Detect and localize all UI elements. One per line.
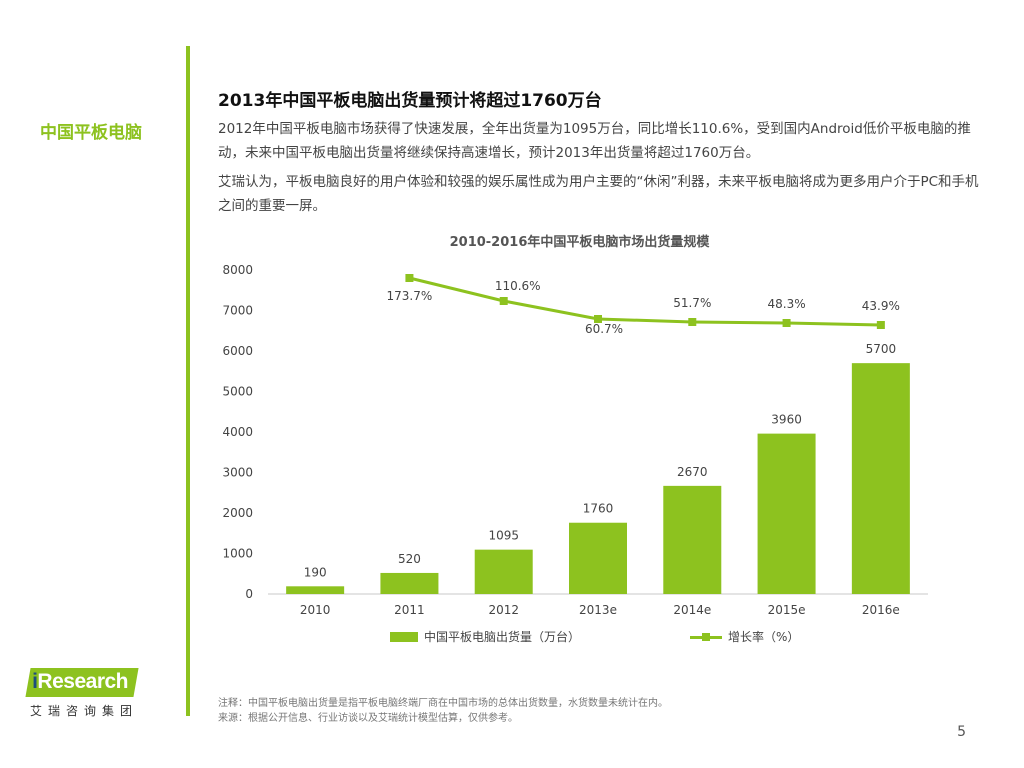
- accent-divider: [186, 46, 190, 716]
- page-number: 5: [957, 724, 966, 740]
- x-tick-label: 2016e: [862, 603, 900, 617]
- legend-item-growth: 增长率（%）: [690, 628, 799, 645]
- bar: [851, 363, 910, 594]
- y-tick-label: 7000: [222, 304, 253, 318]
- legend-line-swatch: [690, 632, 722, 642]
- x-tick-label: 2014e: [673, 603, 711, 617]
- bar: [663, 485, 722, 594]
- y-tick-label: 2000: [222, 506, 253, 520]
- logo-box: iResearch: [25, 668, 139, 697]
- growth-rate-point: [594, 315, 602, 323]
- y-tick-label: 1000: [222, 547, 253, 561]
- chart-title: 2010-2016年中国平板电脑市场出货量规模: [449, 235, 710, 250]
- growth-rate-label: 60.7%: [585, 322, 623, 336]
- y-tick-label: 8000: [222, 263, 253, 277]
- bar-value-label: 1760: [583, 502, 614, 516]
- bar-value-label: 5700: [866, 342, 897, 356]
- y-tick-label: 0: [245, 587, 253, 601]
- growth-rate-line: [409, 276, 881, 327]
- bar: [286, 586, 345, 594]
- bar: [474, 549, 533, 594]
- section-label: 中国平板电脑: [40, 123, 142, 143]
- x-tick-label: 2011: [394, 603, 425, 617]
- footnote-note: 注释：中国平板电脑出货量是指平板电脑终端厂商在中国市场的总体出货数量，水货数量未…: [218, 698, 668, 709]
- growth-rate-label: 51.7%: [673, 296, 711, 310]
- iresearch-logo: iResearch 艾瑞咨询集团: [25, 668, 139, 718]
- growth-rate-point: [688, 318, 697, 326]
- legend-label-growth: 增长率（%）: [728, 630, 800, 644]
- x-tick-label: 2015e: [768, 603, 806, 617]
- bar-value-label: 3960: [771, 413, 802, 427]
- growth-rate-label: 48.3%: [768, 297, 806, 311]
- paragraph-1: 2012年中国平板电脑市场获得了快速发展，全年出货量为1095万台，同比增长11…: [218, 121, 971, 161]
- growth-rate-point: [876, 321, 885, 329]
- growth-rate-point: [499, 297, 508, 305]
- legend-label-shipments: 中国平板电脑出货量（万台）: [424, 630, 581, 644]
- bar: [380, 572, 439, 594]
- x-tick-label: 2012: [488, 603, 519, 617]
- bar: [569, 522, 627, 594]
- bar-value-label: 520: [398, 552, 421, 566]
- logo-name: Research: [37, 670, 128, 693]
- growth-rate-label: 173.7%: [387, 289, 433, 303]
- bar-value-label: 1095: [488, 529, 519, 543]
- footnote-source: 来源：根据公开信息、行业访谈以及艾瑞统计模型估算，仅供参考。: [218, 713, 518, 724]
- bar-value-label: 2670: [677, 465, 708, 479]
- growth-rate-point: [405, 274, 414, 282]
- y-tick-label: 5000: [222, 385, 253, 399]
- y-tick-label: 6000: [222, 344, 253, 358]
- growth-rate-label: 43.9%: [862, 299, 900, 313]
- y-tick-label: 3000: [222, 466, 253, 480]
- logo-subtitle: 艾瑞咨询集团: [30, 704, 139, 718]
- growth-rate-label: 110.6%: [495, 279, 541, 293]
- x-tick-label: 2010: [300, 603, 331, 617]
- x-tick-label: 2013e: [579, 603, 617, 617]
- growth-rate-point: [782, 319, 791, 327]
- page-title: 2013年中国平板电脑出货量预计将超过1760万台: [218, 91, 602, 111]
- legend-item-shipments: 中国平板电脑出货量（万台）: [390, 628, 580, 645]
- bar-value-label: 190: [304, 565, 327, 579]
- y-tick-label: 4000: [222, 425, 253, 439]
- paragraph-2: 艾瑞认为，平板电脑良好的用户体验和较强的娱乐属性成为用户主要的“休闲”利器，未来…: [218, 174, 979, 214]
- bar: [757, 433, 816, 594]
- legend-bar-swatch: [390, 631, 418, 642]
